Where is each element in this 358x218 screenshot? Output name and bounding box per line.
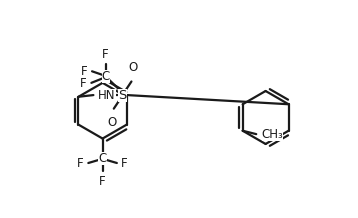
Text: F: F (99, 175, 106, 187)
Text: HN: HN (98, 89, 116, 102)
Text: C: C (102, 70, 110, 83)
Text: F: F (102, 48, 109, 61)
Text: F: F (121, 157, 128, 170)
Text: F: F (77, 157, 84, 170)
Text: O: O (129, 61, 138, 74)
Text: C: C (98, 152, 107, 165)
Text: O: O (107, 116, 116, 129)
Text: F: F (81, 65, 88, 78)
Text: S: S (118, 89, 127, 102)
Text: F: F (80, 77, 87, 90)
Text: CH₃: CH₃ (262, 128, 284, 141)
